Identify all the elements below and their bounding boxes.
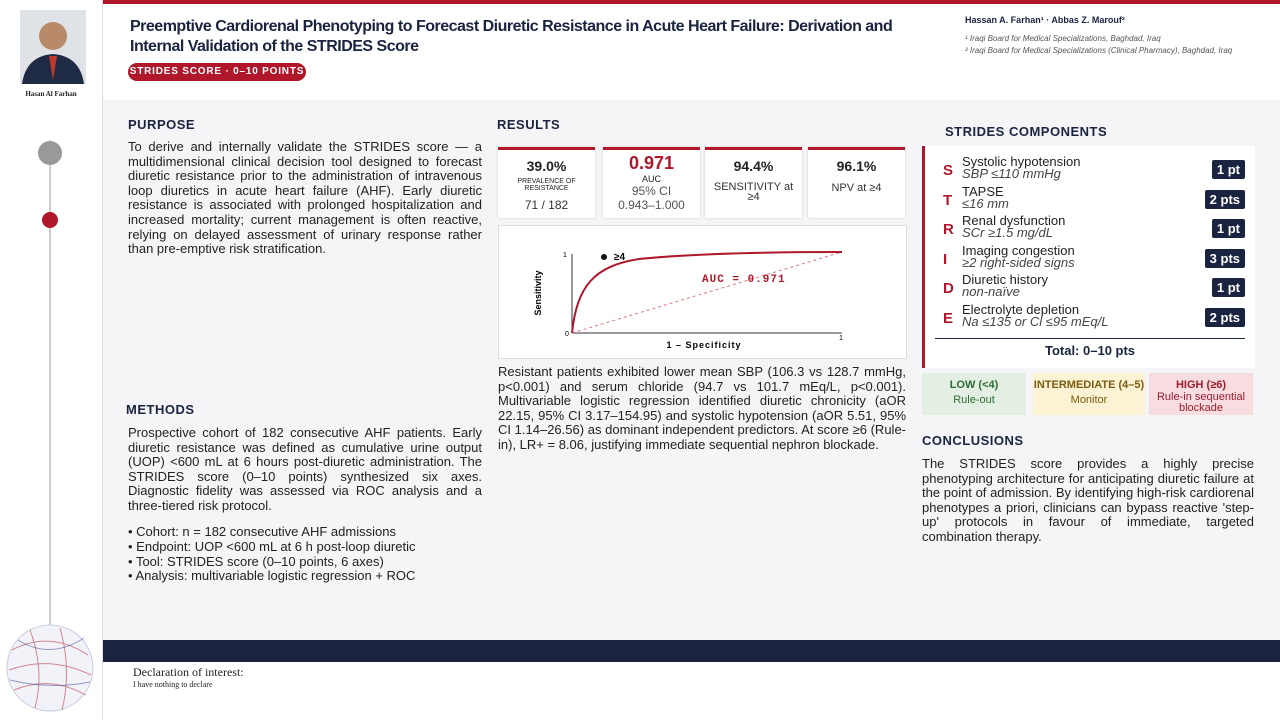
points: 1 pt: [1211, 219, 1245, 238]
criterion: ≤16 mm: [962, 196, 1009, 211]
component-name: Renal dysfunction: [962, 213, 1066, 228]
authors: Hassan A. Farhan¹ · Abbas Z. Marouf²: [965, 15, 1125, 25]
points: 2 pts: [1204, 190, 1245, 209]
title: Preemptive Cardiorenal Phenotyping to Fo…: [130, 18, 893, 55]
reference-line: [571, 251, 843, 334]
stat-value: 96.1%: [836, 158, 877, 174]
bullet: • Endpoint: UOP <600 mL at 6 h post-loop…: [128, 538, 416, 554]
paragraph: To derive and internally validate the ST…: [128, 139, 482, 257]
marker-label: ≥4: [614, 252, 625, 263]
component-name: Diuretic history: [962, 272, 1048, 287]
timeline: [6, 140, 94, 712]
criterion: non-naïve: [962, 284, 1020, 299]
letter: D: [943, 280, 954, 297]
component-row: D Diuretic history non-naïve 1 pt: [935, 272, 1245, 302]
stat-label: NPV at ≥4: [831, 182, 882, 194]
bullet: • Tool: STRIDES score (0–10 points, 6 ax…: [128, 553, 384, 569]
criterion: Na ≤135 or Cl ≤95 mEq/L: [962, 314, 1109, 329]
criterion: SCr ≥1.5 mg/dL: [962, 225, 1053, 240]
risk-label: INTERMEDIATE (4–5): [1033, 379, 1145, 391]
stat-label: AUC: [641, 174, 661, 184]
component-name: Electrolyte depletion: [962, 302, 1080, 317]
stat-value: 94.4%: [733, 158, 774, 174]
risk-action: Rule-out: [953, 394, 995, 406]
risk-tier: LOW (<4) Rule-out: [922, 373, 1026, 415]
component-name: TAPSE: [962, 184, 1004, 199]
stat-value: 0.971: [628, 153, 675, 173]
bullet: • Cohort: n = 182 consecutive AHF admiss…: [128, 524, 396, 539]
stat-label: PREVALENCE OF RESISTANCE: [517, 178, 576, 192]
tick-label: 1: [563, 252, 567, 259]
component-row: R Renal dysfunction SCr ≥1.5 mg/dL 1 pt: [935, 213, 1245, 243]
x-axis-label: 1 – Specificity: [666, 340, 741, 350]
tick-label: 0: [565, 331, 569, 338]
component-row: E Electrolyte depletion Na ≤135 or Cl ≤95 …: [935, 302, 1245, 332]
risk-action: Rule-in sequential blockade: [1156, 391, 1246, 414]
top-bar: [103, 0, 1280, 4]
section-heading: RESULTS: [497, 117, 561, 132]
paragraph: The STRIDES score provides a highly prec…: [922, 456, 1254, 544]
stat-card: 94.4% SENSITIVITY at ≥4: [705, 147, 802, 218]
bullet-list: • Cohort: n = 182 consecutive AHF admiss…: [128, 524, 416, 584]
stat-detail: 71 / 182: [524, 198, 569, 212]
threshold-marker: [601, 254, 607, 260]
components-card: S Systolic hypotension SBP ≤110 mmHg 1 pt T…: [922, 146, 1255, 368]
paragraph: Prospective cohort of 182 consecutive AH…: [128, 425, 482, 513]
y-axis-label: Sensitivity: [533, 270, 543, 315]
total: Total: 0–10 pts: [935, 338, 1245, 358]
stat-value: 39.0%: [526, 158, 567, 174]
affiliation: ¹ Iraqi Board for Medical Specialization…: [965, 34, 1161, 43]
letter: S: [943, 162, 954, 179]
criterion: SBP ≤110 mmHg: [962, 166, 1061, 181]
sidebar: Hasan Al Farhan: [0, 0, 103, 720]
component-row: T TAPSE ≤16 mm 2 pts: [935, 184, 1245, 214]
stat-card: 39.0% PREVALENCE OF RESISTANCE 71 / 182: [498, 147, 595, 218]
bullet-text: Analysis: multivariable logistic regress…: [135, 568, 416, 584]
stat-detail: 95% CI: [631, 184, 672, 198]
stat-detail: 0.943–1.000: [618, 198, 685, 212]
letter: R: [943, 221, 954, 238]
auc-label: AUC = 0.971: [702, 274, 786, 286]
criterion: ≥2 right-sided signs: [962, 255, 1075, 270]
author-photo: [20, 10, 86, 84]
stat-card: 0.971 AUC 95% CI 0.943–1.000: [603, 147, 700, 218]
bullet-text: Endpoint: UOP <600 mL at 6 h post-loop d…: [136, 538, 416, 554]
points: 1 pt: [1211, 160, 1245, 179]
risk-label: LOW (<4): [949, 379, 999, 391]
section-heading: STRIDES COMPONENTS: [945, 124, 1108, 139]
bullet-text: Cohort: n = 182 consecutive AHF admissio…: [136, 524, 396, 539]
risk-tier: HIGH (≥6) Rule-in sequential blockade: [1149, 373, 1253, 415]
tick-label: 1: [839, 335, 843, 342]
section-heading: CONCLUSIONS: [922, 433, 1024, 448]
stat-label: SENSITIVITY at ≥4: [713, 181, 794, 203]
roc-curve: [571, 251, 843, 334]
points: 1 pt: [1211, 278, 1245, 297]
section-heading: METHODS: [126, 402, 195, 417]
points: 3 pts: [1204, 249, 1245, 268]
risk-action: Monitor: [1070, 394, 1108, 406]
component-name: Systolic hypotension: [962, 154, 1081, 169]
footer-bar: [103, 640, 1280, 662]
risk-label: HIGH (≥6): [1175, 379, 1227, 391]
paragraph: Resistant patients exhibited lower mean …: [498, 364, 906, 452]
component-row: S Systolic hypotension SBP ≤110 mmHg 1 pt: [935, 154, 1245, 184]
declaration-text: I have nothing to declare: [133, 680, 213, 689]
bullet-text: Tool: STRIDES score (0–10 points, 6 axes…: [135, 553, 384, 569]
points: 2 pts: [1204, 308, 1245, 327]
component-row: I Imaging congestion ≥2 right-sided signs 3…: [935, 243, 1245, 273]
section-heading: PURPOSE: [128, 117, 196, 132]
declaration-heading: Declaration of interest:: [133, 665, 244, 679]
author-name: Hasan Al Farhan: [25, 90, 77, 98]
bullet: • Analysis: multivariable logistic regre…: [128, 568, 416, 584]
component-name: Imaging congestion: [962, 243, 1075, 258]
letter: I: [943, 251, 948, 268]
affiliation: ² Iraqi Board for Medical Specialization…: [965, 46, 1233, 55]
badge: STRIDES SCORE · 0–10 POINTS: [128, 63, 306, 81]
letter: E: [943, 310, 954, 327]
risk-tier: INTERMEDIATE (4–5) Monitor: [1033, 373, 1145, 415]
stat-card: 96.1% NPV at ≥4: [808, 147, 905, 218]
letter: T: [943, 192, 953, 209]
roc-chart: ≥4 AUC = 0.971 Sensitivity 1 – Specifici…: [498, 225, 907, 359]
